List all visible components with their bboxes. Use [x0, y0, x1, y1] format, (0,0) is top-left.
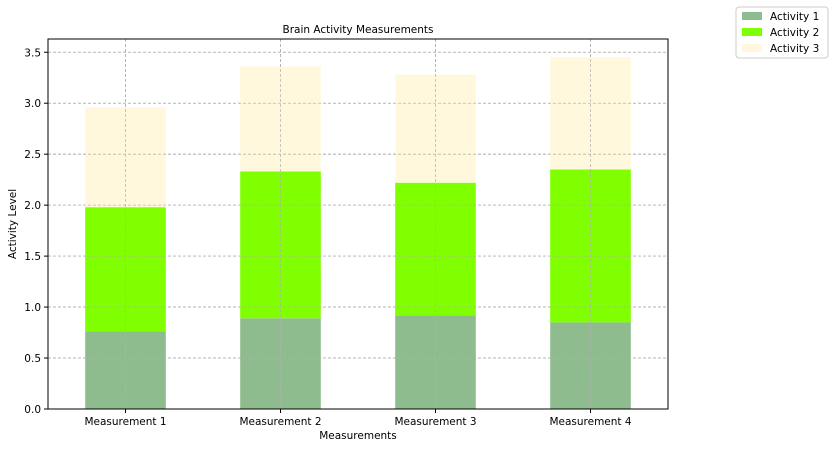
x-tick-label: Measurement 2: [239, 416, 321, 428]
x-axis-ticks: Measurement 1 Measurement 2 Measurement 3 M…: [84, 409, 632, 428]
legend-label: Activity 3: [770, 43, 819, 55]
plot-frame: [47, 38, 669, 410]
bar-segment-3: [85, 107, 166, 208]
legend: Activity 1 Activity 2 Activity 3: [735, 6, 829, 59]
y-tick-label: 1.5: [24, 251, 41, 263]
y-tick-label: 0.0: [24, 404, 41, 416]
chart-title: Brain Activity Measurements: [282, 24, 433, 36]
legend-swatch: [742, 44, 762, 52]
legend-swatch: [742, 12, 762, 20]
x-tick-label: Measurement 1: [84, 416, 166, 428]
bars: [48, 39, 668, 410]
y-tick-label: 1.0: [24, 302, 41, 314]
y-tick-label: 3.5: [24, 47, 41, 59]
legend-swatch: [742, 28, 762, 36]
y-tick-label: 2.5: [24, 149, 41, 161]
y-tick-label: 2.0: [24, 200, 41, 212]
x-tick-label: Measurement 3: [394, 416, 476, 428]
bar-segment-1: [240, 318, 321, 409]
legend-label: Activity 2: [770, 27, 819, 39]
x-axis-title: Measurements: [319, 430, 397, 442]
x-tick-label: Measurement 4: [549, 416, 631, 428]
y-axis-ticks: 0.0 0.5 1.0 1.5 2.0 2.5 3.0 3.5: [24, 47, 48, 416]
legend-label: Activity 1: [770, 11, 819, 23]
y-tick-label: 0.5: [24, 353, 41, 365]
y-tick-label: 3.0: [24, 98, 41, 110]
y-axis-title: Activity Level: [7, 189, 19, 259]
